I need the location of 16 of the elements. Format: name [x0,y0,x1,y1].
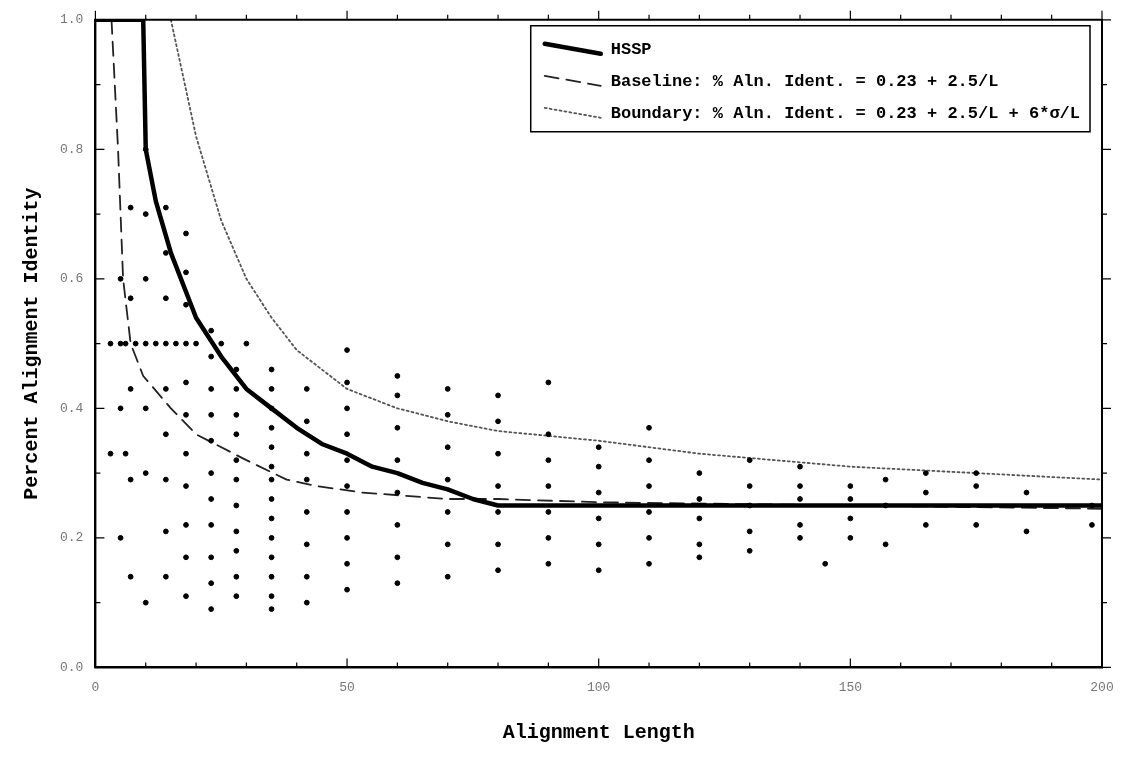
x-tick-label: 150 [838,679,863,695]
x-tick-label: 100 [587,679,611,695]
legend-label: Boundary: % Aln. Ident. = 0.23 + 2.5/L + 6*σ/L [610,104,1080,124]
y-tick-label: 1.0 [60,12,84,28]
y-tick-label: 0.2 [60,530,84,546]
x-axis-title: Alignment Length [502,721,695,745]
x-tick-label: 0 [91,679,100,695]
y-tick-label: 0.6 [60,271,84,287]
y-axis-title: Percent Alignment Identity [20,187,44,500]
y-tick-label: 0.8 [60,141,84,157]
x-tick-label: 200 [1090,679,1114,695]
legend-label: HSSP [610,40,652,60]
x-tick-label: 50 [339,679,355,695]
legend-label: Baseline: % Aln. Ident. = 0.23 + 2.5/L [610,72,999,92]
y-tick-label: 0.0 [60,659,84,675]
y-tick-label: 0.4 [60,400,84,416]
